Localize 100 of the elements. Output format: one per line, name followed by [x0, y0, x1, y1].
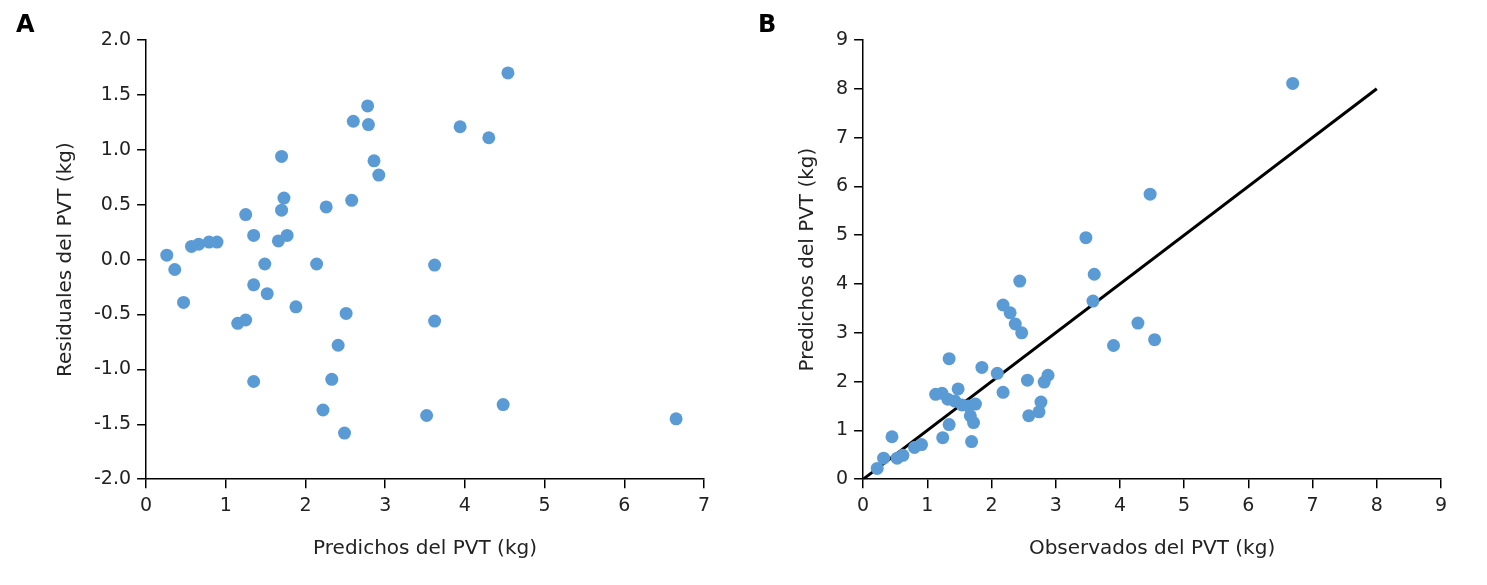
point — [915, 438, 929, 452]
point — [1003, 306, 1017, 320]
point — [942, 418, 956, 432]
y-tick-label: 1 — [835, 417, 849, 440]
point — [239, 313, 253, 327]
point — [361, 118, 375, 132]
point — [339, 306, 353, 320]
y-axis-title: Predichos del PVT (kg) — [794, 147, 819, 372]
y-tick-label: 3 — [835, 319, 849, 342]
point — [316, 403, 330, 417]
point — [1286, 76, 1300, 90]
x-tick-label: 8 — [1370, 492, 1383, 515]
point — [482, 131, 496, 145]
y-tick-label: -1.5 — [93, 411, 132, 434]
point — [280, 228, 294, 242]
point — [289, 300, 303, 314]
y-axis-title: Residuales del PVT (kg) — [52, 142, 77, 377]
point — [965, 435, 979, 449]
x-axis-title: Predichos del PVT (kg) — [313, 535, 537, 560]
point — [160, 248, 174, 262]
x-tick-label: 5 — [1178, 492, 1191, 515]
point — [331, 338, 345, 352]
point — [1015, 326, 1029, 340]
point — [367, 154, 381, 168]
point — [496, 398, 510, 412]
point — [372, 168, 386, 182]
point — [1131, 316, 1145, 330]
point — [275, 203, 289, 217]
point — [1013, 274, 1027, 288]
y-tick-label: 0.0 — [100, 246, 132, 269]
point — [247, 278, 261, 292]
x-tick-label: 4 — [458, 492, 471, 515]
point — [1034, 395, 1048, 409]
point — [453, 120, 467, 134]
point — [1107, 338, 1121, 352]
x-tick-label: 7 — [1306, 492, 1319, 515]
point — [168, 262, 182, 276]
point — [338, 426, 352, 440]
y-tick-label: 2.0 — [100, 26, 132, 49]
point — [361, 99, 375, 113]
point — [277, 191, 291, 205]
point — [239, 208, 253, 222]
y-tick-label: 0.5 — [100, 191, 132, 214]
point — [177, 295, 191, 309]
point — [975, 360, 989, 374]
x-tick-label: 2 — [299, 492, 312, 515]
point — [896, 448, 910, 462]
point — [936, 431, 950, 445]
x-tick-label: 6 — [1242, 492, 1255, 515]
point — [260, 287, 274, 301]
point — [420, 409, 434, 423]
point — [951, 382, 965, 396]
point — [1020, 373, 1034, 387]
point — [1087, 267, 1101, 281]
point — [345, 193, 359, 207]
point — [1008, 317, 1022, 331]
y-tick-label: 1.5 — [100, 81, 132, 104]
point — [192, 237, 206, 251]
y-tick-label: 1.0 — [100, 136, 132, 159]
point — [1022, 409, 1036, 423]
x-tick-label: 9 — [1434, 492, 1448, 515]
y-tick-label: 8 — [835, 75, 849, 98]
point — [1086, 294, 1100, 308]
point — [1148, 333, 1162, 347]
x-tick-label: 1 — [921, 492, 934, 515]
x-tick-label: 0 — [857, 492, 870, 515]
y-tick-label: 5 — [835, 222, 849, 245]
point — [310, 257, 324, 271]
point — [942, 352, 956, 366]
y-tick-label: -0.5 — [93, 301, 132, 324]
point — [428, 258, 442, 272]
x-tick-label: 6 — [618, 492, 631, 515]
point — [275, 149, 289, 163]
y-tick-label: -2.0 — [93, 466, 132, 489]
point — [1041, 368, 1055, 382]
point — [996, 385, 1010, 399]
point — [968, 397, 982, 411]
x-tick-label: 5 — [538, 492, 551, 515]
point — [885, 430, 899, 444]
x-tick-label: 7 — [697, 492, 711, 515]
point — [669, 412, 683, 426]
point — [990, 366, 1004, 380]
x-tick-label: 1 — [219, 492, 232, 515]
y-tick-label: -1.0 — [93, 356, 132, 379]
x-tick-label: 0 — [140, 492, 153, 515]
point — [325, 372, 339, 386]
point — [247, 374, 261, 388]
y-tick-label: 6 — [835, 173, 849, 196]
point — [258, 257, 272, 271]
point — [967, 416, 981, 430]
x-axis-title: Observados del PVT (kg) — [1028, 535, 1276, 560]
y-tick-label: 4 — [835, 270, 849, 293]
point — [247, 228, 261, 242]
x-tick-label: 3 — [1049, 492, 1062, 515]
point — [319, 200, 333, 214]
y-tick-label: 0 — [835, 466, 849, 489]
x-tick-label: 3 — [379, 492, 392, 515]
x-tick-label: 2 — [985, 492, 998, 515]
point — [501, 66, 515, 80]
point — [877, 451, 891, 465]
